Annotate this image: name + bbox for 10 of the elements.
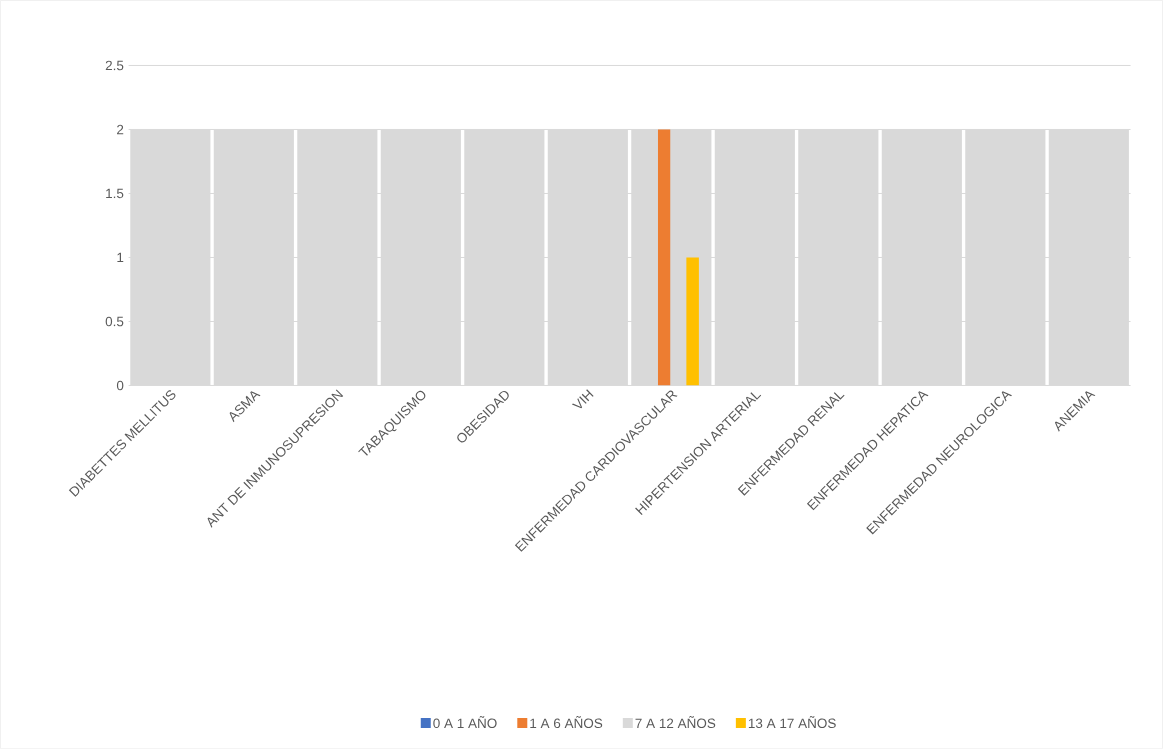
y-tick-label: 0.5 bbox=[105, 316, 124, 327]
legend-label: 1 A 6 AÑOS bbox=[530, 716, 603, 729]
legend-label: 7 A 12 AÑOS bbox=[635, 716, 716, 729]
y-tick-label: 2 bbox=[117, 124, 124, 135]
y-tick-label: 0 bbox=[116, 380, 124, 391]
y-tick-label: 1 bbox=[117, 252, 124, 263]
legend-label: 13 A 17 AÑOS bbox=[748, 716, 836, 729]
y-tick-label: 2.5 bbox=[105, 60, 124, 71]
legend-label: 0 A 1 AÑO bbox=[433, 716, 497, 729]
y-tick-label: 1.5 bbox=[106, 188, 124, 199]
